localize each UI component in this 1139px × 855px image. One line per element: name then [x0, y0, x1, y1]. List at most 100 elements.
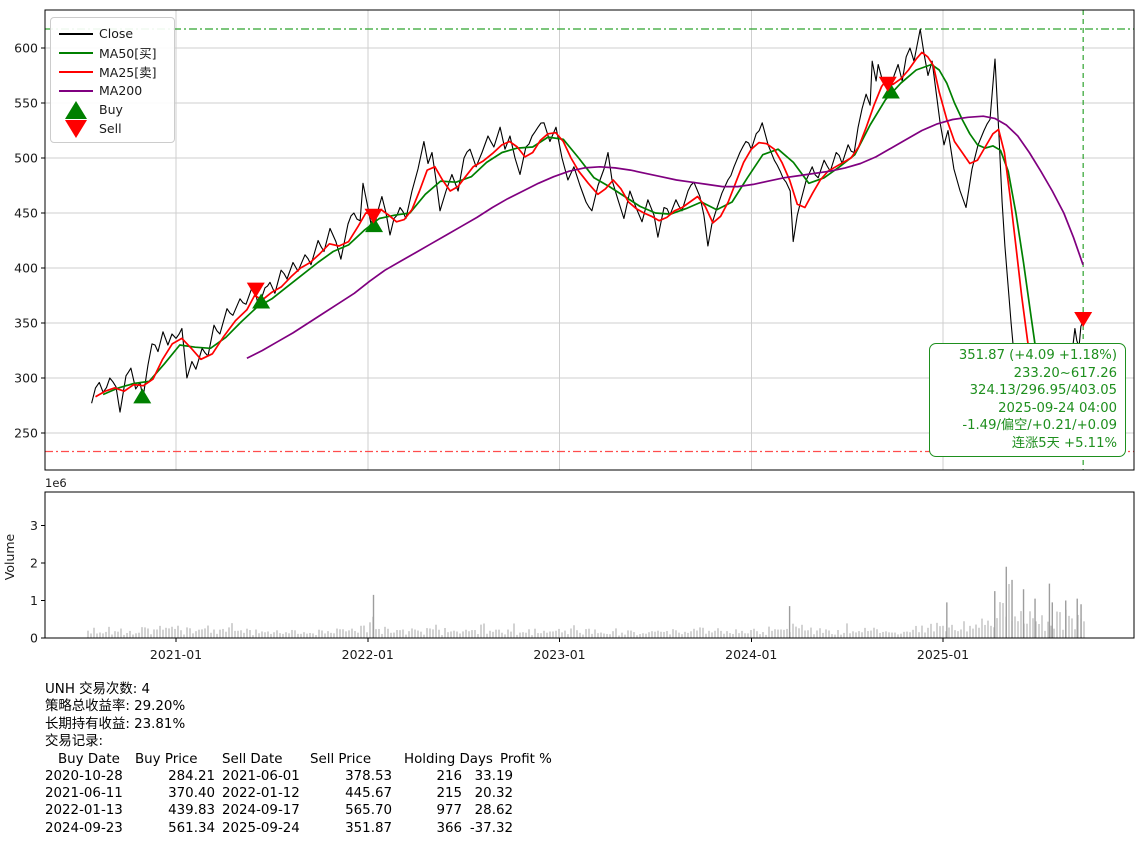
col-sell-price: Sell Price: [310, 751, 372, 767]
svg-text:350: 350: [14, 315, 38, 330]
svg-text:400: 400: [14, 260, 38, 275]
buy-marker: [881, 83, 900, 99]
sell-marker: [246, 282, 265, 298]
svg-text:250: 250: [14, 425, 38, 440]
annotation-date-line: 2025-09-24 04:00: [998, 400, 1117, 416]
legend-label: MA50[买]: [99, 46, 157, 61]
sell-marker: [878, 76, 897, 92]
svg-text:2: 2: [30, 555, 38, 570]
trade-cell: 216: [436, 768, 462, 784]
legend-item-sell: Sell: [58, 119, 168, 138]
legend-label: MA25[卖]: [99, 65, 157, 80]
trade-cell: 2024-09-23: [45, 820, 123, 836]
annotation-streak-line: 连涨5天 +5.11%: [1011, 435, 1117, 451]
sell-marker: [1074, 311, 1093, 327]
svg-text:3: 3: [30, 518, 38, 533]
trade-cell: 370.40: [168, 786, 215, 802]
legend-item-close: Close: [58, 24, 168, 43]
strategy-stats: UNH 交易次数: 4 策略总收益率: 29.20% 长期持有收益: 23.81…: [45, 681, 552, 838]
sell-marker: [364, 208, 383, 224]
axes-frames: [44, 9, 1135, 639]
trade-cell: 439.83: [168, 803, 215, 819]
ma50-line: [102, 63, 1038, 396]
legend-item-ma50: MA50[买]: [58, 43, 168, 62]
svg-text:0: 0: [30, 630, 38, 645]
col-buy-date: Buy Date: [58, 751, 120, 767]
legend-item-ma200: MA200: [58, 81, 168, 100]
volume-bars: [87, 566, 1085, 638]
svg-text:550: 550: [14, 95, 38, 110]
trade-log-title: 交易记录:: [45, 734, 104, 750]
trade-row: 2021-06-11 370.40 2022-01-12 445.67 215 20.32: [45, 785, 513, 802]
trade-cell: 2022-01-12: [222, 786, 300, 802]
trade-cell: 215: [436, 786, 462, 802]
quote-annotation: 351.87 (+4.09 +1.18%) 233.20~617.26 324.…: [929, 343, 1126, 457]
signal-markers: [133, 76, 1093, 404]
legend-label: Close: [99, 26, 134, 41]
trade-cell: 977: [436, 803, 462, 819]
annotation-range-line: 233.20~617.26: [1013, 365, 1117, 381]
trade-row: 2022-01-13 439.83 2024-09-17 565.70 977 28.62: [45, 802, 513, 819]
trade-row: 2024-09-23 561.34 2025-09-24 351.87 366 -37.3…: [45, 820, 513, 837]
legend-label: MA200: [99, 83, 143, 98]
svg-text:2022-01: 2022-01: [342, 647, 394, 662]
trade-cell: 378.53: [345, 768, 392, 784]
trade-cell: 561.34: [168, 820, 215, 836]
legend-item-buy: Buy: [58, 100, 168, 119]
trade-cell: 2020-10-28: [45, 768, 123, 784]
sell-triangle-icon: [58, 119, 94, 138]
trade-cell: 2022-01-13: [45, 803, 123, 819]
col-buy-price: Buy Price: [135, 751, 198, 767]
buy-marker: [252, 293, 271, 309]
trade-count-line: UNH 交易次数: 4: [45, 682, 150, 697]
trade-cell: 284.21: [168, 768, 215, 784]
legend-label: Buy: [99, 102, 123, 117]
legend-item-ma25: MA25[卖]: [58, 62, 168, 81]
svg-text:2024-01: 2024-01: [725, 647, 777, 662]
col-profit-pct: Profit %: [500, 751, 552, 767]
trade-cell: 28.62: [474, 803, 513, 819]
buy-marker: [133, 388, 152, 404]
buy-marker: [365, 217, 384, 233]
trade-cell: 445.67: [345, 786, 392, 802]
trade-cell: 20.32: [474, 786, 513, 802]
svg-text:2023-01: 2023-01: [533, 647, 585, 662]
legend-line-swatch: [58, 89, 94, 92]
hold-return-line: 长期持有收益: 23.81%: [45, 716, 186, 732]
strategy-return-line: 策略总收益率: 29.20%: [45, 699, 186, 715]
legend: Close MA50[买] MA25[卖] MA200 Buy Sell: [50, 17, 175, 143]
trade-cell: 33.19: [474, 768, 513, 784]
trade-cell: 2024-09-17: [222, 803, 300, 819]
svg-text:500: 500: [14, 150, 38, 165]
volume-scale-label: 1e6: [45, 476, 67, 490]
annotation-bias-line: -1.49/偏空/+0.21/+0.09: [962, 418, 1117, 434]
legend-line-swatch: [58, 51, 94, 54]
legend-line-swatch: [58, 32, 94, 35]
trade-cell: 565.70: [345, 803, 392, 819]
svg-text:2025-01: 2025-01: [917, 647, 969, 662]
volume-axis-label: Volume: [2, 533, 17, 580]
trade-cell: 351.87: [345, 820, 392, 836]
svg-text:450: 450: [14, 205, 38, 220]
trade-cell: 2021-06-11: [45, 786, 123, 802]
trade-cell: 2021-06-01: [222, 768, 300, 784]
col-sell-date: Sell Date: [222, 751, 283, 767]
buy-triangle-icon: [58, 100, 94, 119]
trade-table-header: Buy Date Buy Price Sell Date Sell Price …: [45, 751, 552, 768]
trade-cell: 2025-09-24: [222, 820, 300, 836]
ma25-line: [95, 51, 1034, 398]
trade-cell: -37.32: [469, 820, 513, 836]
trade-table-body: 2020-10-28 284.21 2021-06-01 378.53 216 33.19…: [45, 768, 513, 838]
trade-row: 2020-10-28 284.21 2021-06-01 378.53 216 33.19: [45, 768, 513, 785]
svg-text:1: 1: [30, 593, 38, 608]
col-holding-days: Holding Days: [404, 751, 493, 767]
svg-text:2021-01: 2021-01: [150, 647, 202, 662]
legend-line-swatch: [58, 70, 94, 73]
svg-text:600: 600: [14, 40, 38, 55]
legend-label: Sell: [99, 121, 122, 136]
svg-text:300: 300: [14, 370, 38, 385]
annotation-price-line: 351.87 (+4.09 +1.18%): [958, 348, 1117, 363]
ma200-line: [246, 115, 1084, 359]
